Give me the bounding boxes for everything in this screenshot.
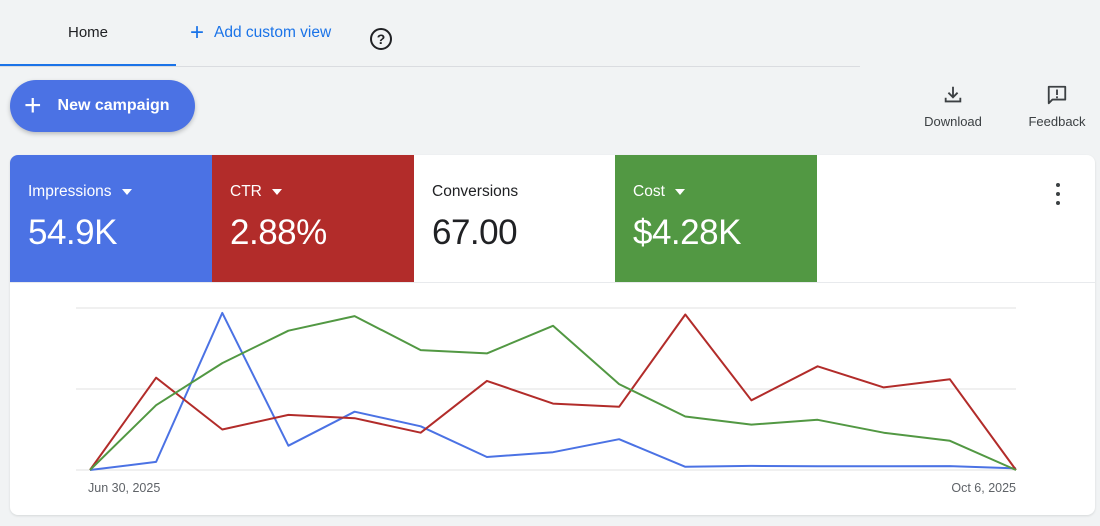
caret-down-icon[interactable] <box>271 189 282 195</box>
tab-bar: Home + Add custom view ? <box>0 0 860 67</box>
plus-icon: + <box>190 19 205 46</box>
tab-home[interactable]: Home <box>0 0 176 66</box>
metric-conversions[interactable]: Conversions 67.00 <box>414 155 616 282</box>
series-line-1 <box>89 313 1017 471</box>
metric-header: Cost <box>633 183 817 201</box>
caret-down-icon[interactable] <box>121 189 132 195</box>
metric-header: CTR <box>230 183 414 201</box>
download-icon <box>944 86 962 103</box>
series-line-0 <box>89 311 1017 471</box>
metric-header: Impressions <box>28 183 212 201</box>
feedback-icon <box>1047 85 1067 105</box>
metric-header: Conversions <box>432 183 616 201</box>
metric-value: 54.9K <box>28 213 117 252</box>
performance-card: Impressions 54.9K CTR 2.88% Conversions … <box>10 155 1095 515</box>
divider <box>10 282 1095 283</box>
download-button[interactable]: Download <box>920 84 986 129</box>
metric-ctr[interactable]: CTR 2.88% <box>212 155 414 282</box>
feedback-label: Feedback <box>1028 114 1086 129</box>
metric-value: $4.28K <box>633 213 741 252</box>
x-tick-label-start: Jun 30, 2025 <box>88 481 160 495</box>
download-label: Download <box>924 114 982 129</box>
plus-icon: + <box>24 89 42 122</box>
metric-label: Impressions <box>28 183 112 200</box>
more-options-icon[interactable] <box>1050 183 1066 205</box>
metric-label: Conversions <box>432 183 519 200</box>
metric-cost[interactable]: Cost $4.28K <box>615 155 817 282</box>
new-campaign-label: New campaign <box>57 97 170 114</box>
new-campaign-button[interactable]: + New campaign <box>10 80 195 132</box>
add-custom-view-label: Add custom view <box>214 24 332 41</box>
tab-home-label: Home <box>67 23 108 41</box>
series-line-2 <box>89 315 1017 471</box>
metric-value: 2.88% <box>230 213 327 252</box>
metric-label: Cost <box>633 183 665 200</box>
add-custom-view-button[interactable]: + Add custom view <box>190 0 331 66</box>
x-tick-label-end: Oct 6, 2025 <box>951 481 1016 495</box>
performance-chart: Jun 30, 2025 Oct 6, 2025 <box>76 307 1017 495</box>
caret-down-icon[interactable] <box>674 189 685 195</box>
help-icon[interactable]: ? <box>370 28 392 50</box>
metric-value: 67.00 <box>432 213 518 252</box>
feedback-button[interactable]: Feedback <box>1025 84 1089 129</box>
metric-impressions[interactable]: Impressions 54.9K <box>10 155 212 282</box>
metric-label: CTR <box>230 183 262 200</box>
